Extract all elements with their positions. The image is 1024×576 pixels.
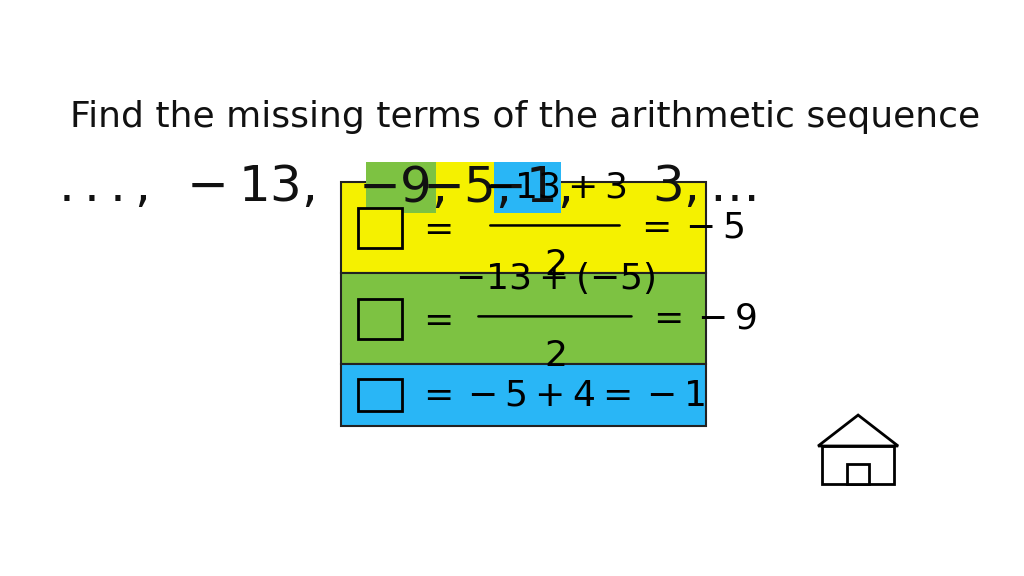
Text: Find the missing terms of the arithmetic sequence: Find the missing terms of the arithmetic… bbox=[70, 100, 980, 134]
Bar bbox=[341, 273, 706, 364]
Bar bbox=[358, 298, 401, 339]
Text: $=$: $=$ bbox=[416, 211, 452, 245]
Bar bbox=[822, 446, 894, 484]
Text: $=$: $=$ bbox=[416, 302, 452, 336]
Text: $-9,$: $-9,$ bbox=[357, 164, 444, 212]
Text: $-13 + (-5)$: $-13 + (-5)$ bbox=[455, 260, 655, 295]
Bar bbox=[358, 208, 401, 248]
Bar bbox=[358, 379, 401, 411]
Bar bbox=[341, 182, 706, 273]
Text: $-1,$: $-1,$ bbox=[484, 164, 571, 212]
Bar bbox=[494, 162, 561, 213]
Text: $-13 + 3$: $-13 + 3$ bbox=[483, 170, 627, 204]
Text: $...,\ -13,$: $...,\ -13,$ bbox=[57, 162, 314, 211]
Text: $2$: $2$ bbox=[545, 339, 565, 373]
Bar bbox=[848, 464, 868, 484]
Text: $-5,$: $-5,$ bbox=[422, 164, 508, 212]
Text: $2$: $2$ bbox=[545, 248, 565, 282]
Text: $3,\ldots$: $3,\ldots$ bbox=[652, 162, 756, 211]
Bar bbox=[341, 364, 706, 426]
Text: $= -9$: $= -9$ bbox=[646, 302, 758, 336]
Bar bbox=[367, 162, 436, 213]
Polygon shape bbox=[818, 415, 898, 446]
Bar bbox=[436, 162, 494, 213]
Text: $= -5$: $= -5$ bbox=[634, 211, 744, 245]
Text: $= -5 + 4 = -1$: $= -5 + 4 = -1$ bbox=[416, 378, 706, 412]
